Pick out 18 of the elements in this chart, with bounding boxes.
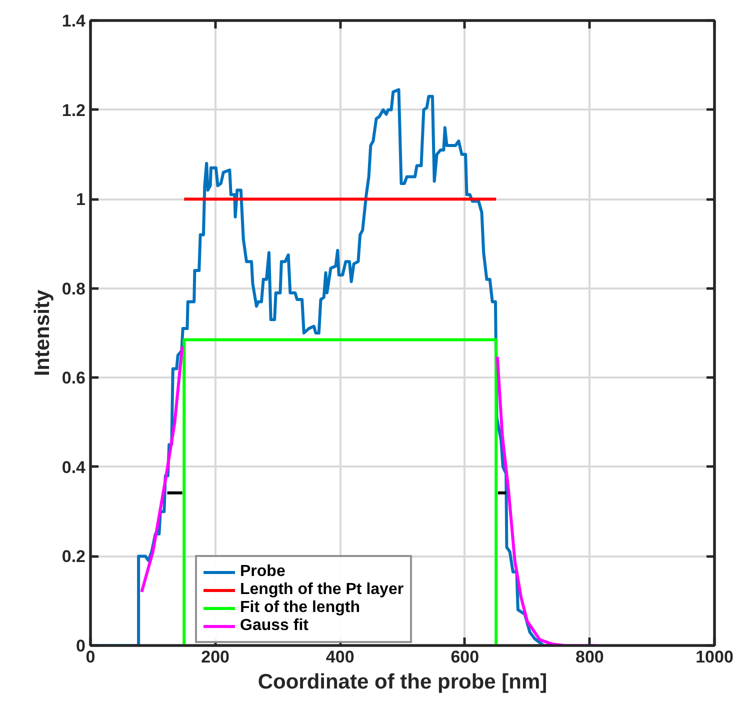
- x-tick-label: 400: [326, 648, 354, 666]
- legend-label: Length of the Pt layer: [240, 581, 404, 599]
- x-tick-label: 200: [201, 648, 230, 666]
- y-tick-label: 0.2: [62, 547, 86, 566]
- legend-label: Gauss fit: [240, 617, 308, 635]
- x-tick-label: 800: [576, 648, 604, 666]
- y-tick-label: 0.6: [62, 368, 86, 388]
- legend-label: Fit of the length: [240, 599, 360, 617]
- y-tick-label: 0.4: [62, 458, 86, 477]
- y-tick-label: 1.4: [62, 12, 86, 30]
- x-tick-label: 1000: [696, 648, 734, 666]
- x-tick-label: 600: [450, 648, 480, 666]
- legend-label: Probe: [240, 563, 286, 581]
- x-axis-title: Coordinate of the probe [nm]: [258, 670, 548, 694]
- y-tick-label: 1.2: [62, 100, 86, 120]
- y-tick-label: 1: [76, 190, 86, 210]
- y-axis-title: Intensity: [30, 290, 54, 376]
- y-tick-label: 0.8: [62, 279, 86, 298]
